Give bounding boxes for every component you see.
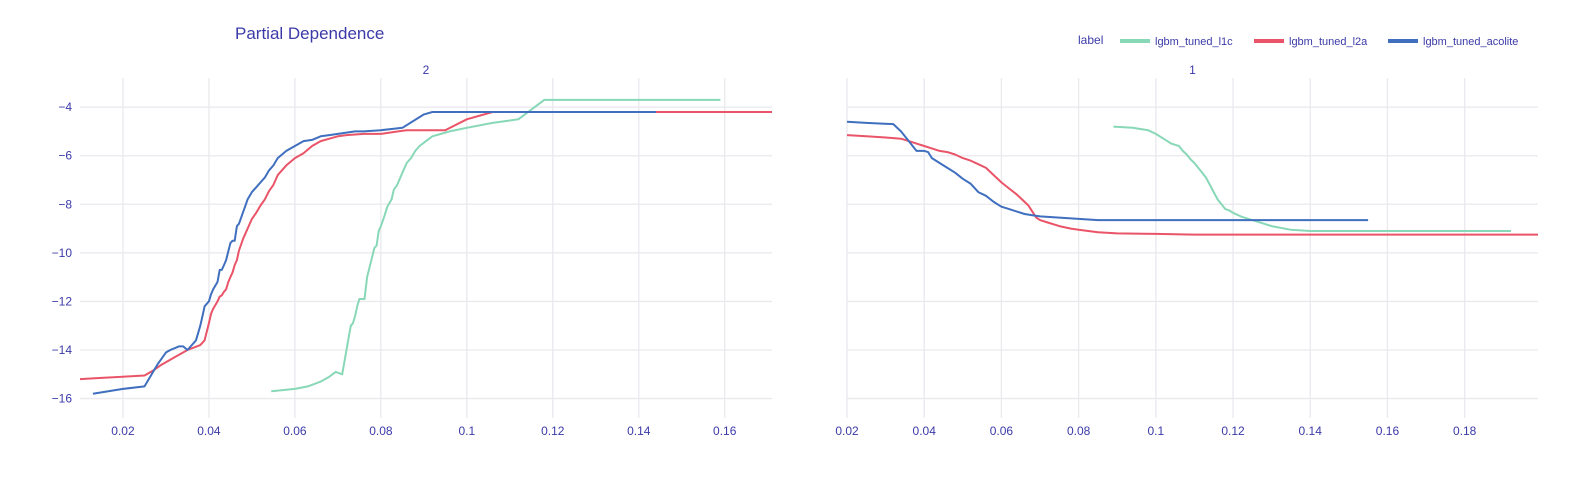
- x-tick-label: 0.12: [1221, 424, 1245, 438]
- y-tick-label: −8: [58, 197, 72, 211]
- series-line-acolite[interactable]: [92, 111, 656, 395]
- x-tick-label: 0.16: [713, 424, 737, 438]
- series-line-l2a[interactable]: [846, 134, 1538, 236]
- legend-label-l1c: lgbm_tuned_l1c: [1155, 36, 1233, 48]
- series-line-acolite[interactable]: [846, 120, 1369, 222]
- y-tick-label: −16: [52, 392, 73, 406]
- legend-item-l2a[interactable]: lgbm_tuned_l2a: [1254, 36, 1368, 48]
- x-tick-label: 0.1: [1147, 424, 1164, 438]
- legend-item-l1c[interactable]: lgbm_tuned_l1c: [1120, 36, 1233, 48]
- facet-title: 2: [423, 63, 430, 77]
- legend-label-acolite: lgbm_tuned_acolite: [1423, 36, 1518, 48]
- x-tick-label: 0.12: [541, 424, 565, 438]
- x-tick-label: 0.02: [835, 424, 859, 438]
- x-tick-label: 0.16: [1376, 424, 1400, 438]
- x-tick-label: 0.08: [1067, 424, 1091, 438]
- x-tick-label: 0.14: [627, 424, 651, 438]
- x-tick-label: 0.08: [369, 424, 393, 438]
- y-tick-label: −10: [52, 246, 73, 260]
- series-line-l1c[interactable]: [271, 98, 721, 393]
- y-tick-label: −14: [52, 343, 73, 357]
- series-line-l1c[interactable]: [1113, 125, 1511, 232]
- legend[interactable]: label lgbm_tuned_l1c lgbm_tuned_l2a lgbm…: [1078, 33, 1518, 48]
- x-tick-label: 0.14: [1299, 424, 1323, 438]
- series-line-l2a[interactable]: [79, 111, 772, 381]
- legend-label-l2a: lgbm_tuned_l2a: [1289, 36, 1368, 48]
- facet-title: 1: [1189, 63, 1196, 77]
- y-tick-label: −6: [58, 149, 72, 163]
- x-tick-label: 0.1: [458, 424, 475, 438]
- x-tick-label: 0.04: [197, 424, 221, 438]
- x-tick-label: 0.06: [283, 424, 307, 438]
- x-tick-label: 0.06: [990, 424, 1014, 438]
- facet-panel-1: 0.02 0.04 0.06 0.08 0.1 0.12 0.14 0.16 0.18 1: [835, 63, 1538, 438]
- y-tick-label: −4: [58, 100, 72, 114]
- x-tick-label: 0.18: [1453, 424, 1477, 438]
- legend-title: label: [1078, 33, 1103, 47]
- facet-panel-2: −4 −6 −8 −10 −12 −14 −16 0.02 0.04 0.06 0.08 0.1 0.1…: [52, 63, 772, 438]
- x-tick-label: 0.02: [111, 424, 135, 438]
- legend-item-acolite[interactable]: lgbm_tuned_acolite: [1388, 36, 1518, 48]
- chart-title: Partial Dependence: [235, 24, 384, 43]
- y-tick-label: −12: [52, 294, 73, 308]
- x-tick-label: 0.04: [913, 424, 937, 438]
